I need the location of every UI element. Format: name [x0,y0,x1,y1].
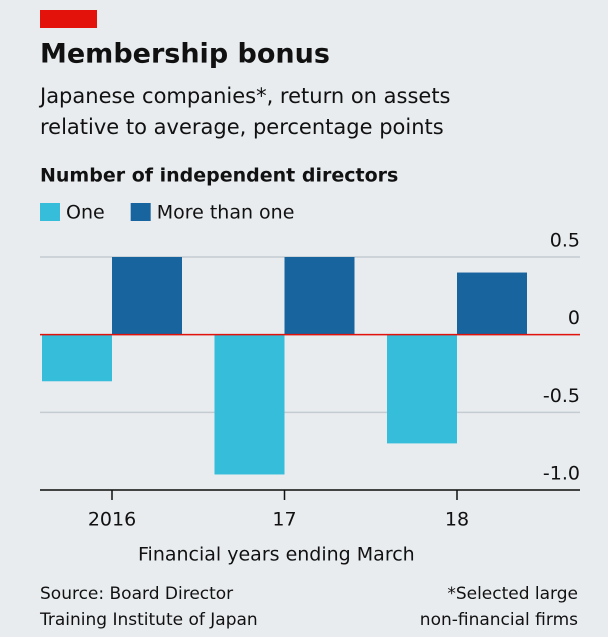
x-tick-label: 18 [445,509,469,531]
source: Source: Board Director [40,584,233,604]
note: *Selected large [447,584,578,604]
bar [457,272,527,335]
bar [42,334,112,382]
y-tick-label: 0 [568,307,580,329]
bar [214,334,285,475]
x-tick-label: 17 [272,509,296,531]
legend-swatch [130,203,151,221]
note: non-financial firms [420,610,578,630]
x-tick-label: 2016 [88,509,136,531]
bar [387,334,457,444]
bar [284,257,355,335]
subtitle: Japanese companies*, return on assets [38,84,451,108]
x-axis-label: Financial years ending March [138,544,415,566]
chart-title: Membership bonus [40,39,330,70]
y-tick-label: -1.0 [543,463,580,485]
legend-label: One [66,202,105,224]
y-tick-label: -0.5 [543,385,580,407]
legend-title: Number of independent directors [40,165,398,187]
bar [112,257,182,335]
subtitle: relative to average, percentage points [40,115,444,139]
y-tick-label: 0.5 [550,230,580,252]
source: Training Institute of Japan [39,610,258,630]
red-tag [40,10,97,28]
legend-label: More than one [157,202,295,224]
legend-swatch [40,203,60,221]
